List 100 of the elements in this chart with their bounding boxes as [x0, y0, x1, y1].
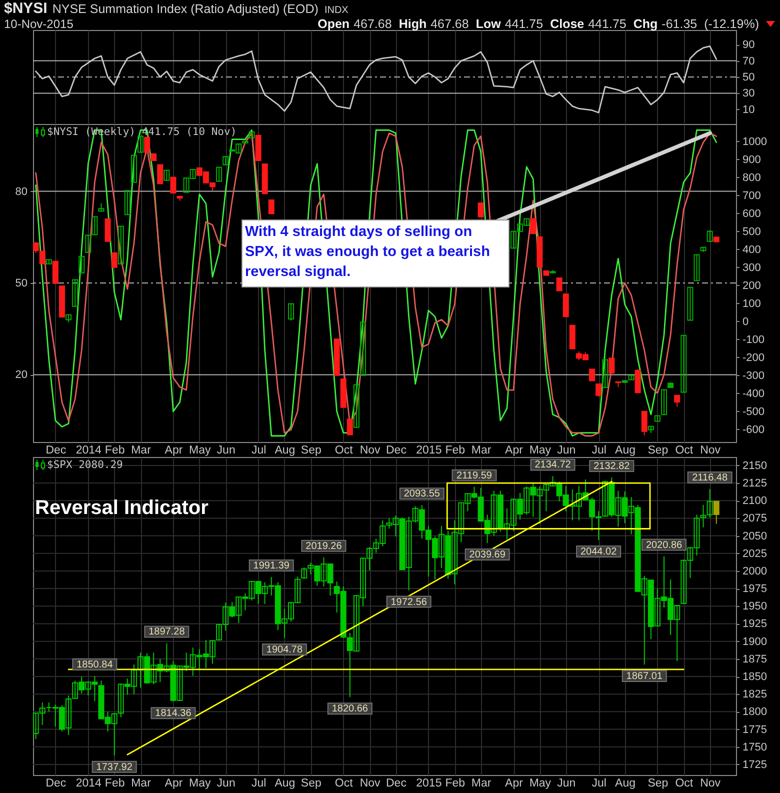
x-tick-label: Sep — [648, 778, 668, 790]
y-tick-label: 1725 — [742, 758, 767, 771]
y-tick-label: 1825 — [742, 688, 767, 701]
annotation: 2134.72 — [534, 460, 572, 471]
y-tick-label: 1775 — [742, 724, 767, 736]
x-tick-label: Jul — [592, 778, 606, 790]
y-tick-label: 2075 — [742, 512, 767, 525]
chart-title: $NYSI — [4, 0, 48, 17]
chart-title: $SPX 2080.29 — [47, 459, 123, 471]
y2-tick-label: -100 — [742, 334, 765, 346]
x-tick-label: Apr — [164, 778, 183, 790]
x-tick-label: Oct — [334, 778, 354, 790]
chart-subtitle: NYSE Summation Index (Ratio Adjusted) (EOD) — [52, 2, 318, 16]
x-tick-label: Jul — [592, 444, 606, 456]
annotation: 1850.84 — [76, 659, 114, 670]
x-tick-label: Jun — [557, 778, 576, 790]
y-tick-label: 1750 — [742, 741, 767, 754]
x-tick-label: Mar — [471, 444, 492, 456]
y2-tick-label: 400 — [742, 244, 761, 256]
y-tick-label: 50 — [15, 278, 28, 290]
y2-tick-label: 300 — [742, 262, 761, 274]
y-tick-label: 80 — [15, 186, 28, 198]
x-tick-label: 2014 — [76, 444, 102, 456]
x-tick-label: Oct — [675, 444, 694, 456]
annotation: 2093.55 — [404, 488, 440, 500]
annotation: 1737.92 — [96, 762, 133, 773]
annotation: Reversal Indicator — [35, 497, 209, 519]
x-tick-label: Jun — [216, 444, 236, 456]
annotation: 1972.56 — [390, 596, 428, 608]
x-tick-label: May — [189, 778, 212, 790]
x-tick-label: Aug — [615, 778, 636, 790]
x-tick-label: Aug — [615, 444, 636, 456]
annotation: 2039.69 — [469, 550, 506, 561]
x-tick-label: Dec — [386, 444, 407, 456]
x-tick-label: Dec — [46, 444, 66, 456]
annotation: 1820.66 — [332, 704, 368, 715]
x-tick-label: Feb — [104, 444, 125, 456]
y-tick-label: 1975 — [742, 583, 767, 596]
y2-tick-label: -400 — [742, 388, 765, 400]
y-tick-label: 2050 — [742, 530, 767, 542]
text: INDX — [324, 5, 348, 16]
y2-tick-label: 900 — [742, 154, 761, 166]
x-tick-label: Sep — [300, 444, 322, 456]
y-tick-label: 10 — [742, 104, 755, 116]
x-tick-label: 2014 — [76, 778, 102, 790]
y-tick-label: 90 — [742, 39, 755, 52]
annotation: 2119.59 — [456, 470, 492, 482]
y-tick-label: 1875 — [742, 653, 767, 666]
x-tick-label: Sep — [300, 778, 322, 790]
annotation: With 4 straight days of selling on SPX, it was enough to get a bearish reversal signal. — [245, 224, 490, 280]
x-tick-label: Sep — [648, 444, 668, 456]
y2-tick-label: 600 — [742, 208, 761, 220]
y2-tick-label: -300 — [742, 370, 765, 382]
y2-tick-label: 200 — [742, 280, 761, 292]
x-tick-label: Aug — [274, 444, 296, 456]
annotation: 1904.78 — [266, 644, 303, 656]
text: 10-Nov-2015 — [4, 17, 74, 31]
y-tick-label: 2150 — [742, 460, 767, 472]
y-tick-label: 1950 — [742, 600, 767, 613]
x-tick-label: 2015 — [416, 778, 442, 790]
x-tick-label: May — [529, 778, 552, 790]
x-tick-label: Jul — [251, 778, 266, 790]
y-tick-label: 1800 — [742, 706, 767, 718]
annotation: 2132.82 — [594, 461, 630, 472]
y-tick-label: 2000 — [742, 565, 767, 578]
text: Open 467.68 High 467.68 Low 441.75 Close 441.75 Chg -61.35 (-12.19%) — [318, 17, 759, 31]
y2-tick-label: 800 — [742, 172, 761, 184]
annotation: 1991.39 — [253, 560, 290, 572]
x-tick-label: Nov — [360, 778, 381, 790]
x-tick-label: Oct — [675, 778, 694, 790]
annotation: 2044.02 — [580, 546, 618, 558]
x-tick-label: Apr — [505, 778, 524, 790]
y-tick-label: 2025 — [742, 548, 767, 560]
x-tick-label: Nov — [360, 444, 381, 456]
y2-tick-label: 100 — [742, 298, 761, 310]
y2-tick-label: 0 — [742, 316, 749, 328]
x-tick-label: Dec — [46, 778, 66, 790]
annotation: 1814.36 — [155, 708, 192, 720]
y-tick-label: 1925 — [742, 618, 767, 630]
annotation: 1897.28 — [148, 626, 186, 638]
y-tick-label: 2125 — [742, 478, 767, 490]
y2-tick-label: -200 — [742, 352, 765, 364]
x-tick-label: 2015 — [416, 444, 442, 456]
y-tick-label: 30 — [742, 88, 755, 100]
y-tick-label: 20 — [15, 369, 28, 382]
x-tick-label: Dec — [386, 778, 407, 790]
y2-tick-label: -600 — [742, 424, 765, 436]
y2-tick-label: 700 — [742, 190, 761, 202]
y2-tick-label: 500 — [742, 226, 761, 238]
x-tick-label: Aug — [274, 778, 296, 790]
annotation: 2019.26 — [306, 540, 342, 552]
x-tick-label: Oct — [334, 444, 354, 456]
x-tick-label: May — [189, 444, 212, 456]
x-tick-label: Feb — [445, 778, 466, 790]
x-tick-label: Apr — [164, 444, 183, 456]
y2-tick-label: -500 — [742, 406, 765, 418]
annotation: 1867.01 — [626, 671, 663, 682]
x-tick-label: Mar — [131, 444, 152, 456]
x-tick-label: Feb — [104, 778, 125, 790]
x-tick-label: Mar — [471, 778, 492, 790]
